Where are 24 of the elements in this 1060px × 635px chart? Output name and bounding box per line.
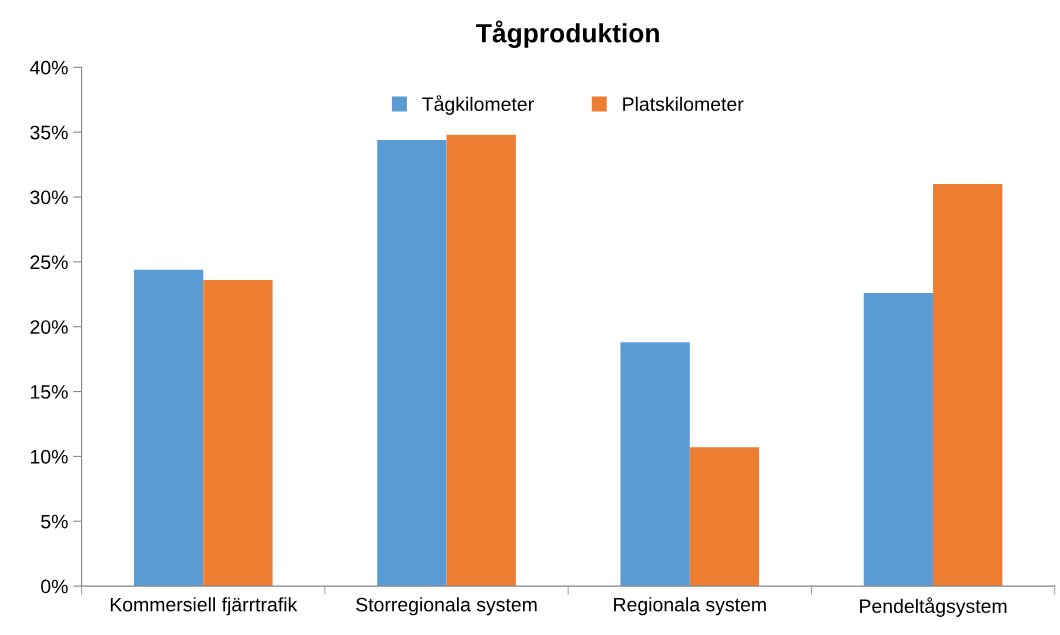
legend-label: Tågkilometer (422, 95, 534, 115)
x-tick-label: Regionala system (614, 597, 766, 616)
x-tick-label: Pendeltågsystem (860, 597, 1007, 617)
y-tick-label: 0% (41, 579, 68, 594)
y-tick-label: 15% (30, 385, 68, 399)
legend-label: Platskilometer (623, 96, 744, 112)
y-tick-label: 40% (29, 60, 68, 75)
x-tick-label: Kommersiell fjärrtrafik (110, 597, 298, 616)
chart-title: Tågproduktion (476, 20, 659, 48)
y-tick-label: 25% (30, 255, 68, 270)
y-tick-label: 10% (30, 449, 68, 464)
bar (863, 292, 934, 587)
y-tick-label: 20% (30, 320, 68, 334)
bar (377, 139, 447, 587)
y-tick-label: 5% (41, 514, 68, 529)
bar (203, 280, 273, 587)
y-tick-label: 35% (30, 125, 68, 140)
y-tick-label: 30% (30, 190, 68, 205)
bar (133, 269, 204, 587)
bar (689, 447, 760, 587)
bar (446, 134, 516, 587)
bar (620, 342, 690, 587)
bar (933, 184, 1003, 587)
x-tick-label: Storregionala system (356, 597, 537, 616)
